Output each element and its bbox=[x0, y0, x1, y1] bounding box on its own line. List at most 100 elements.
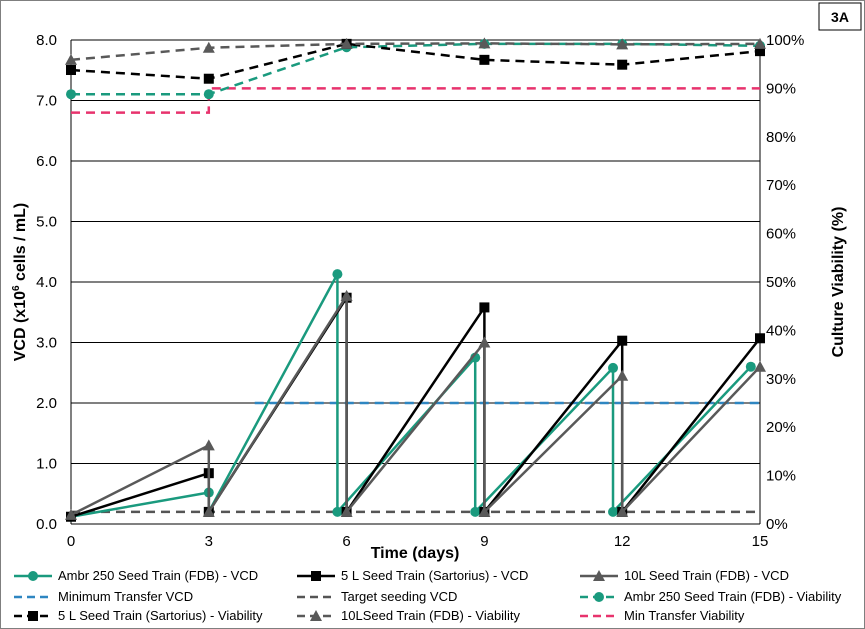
data-point bbox=[479, 302, 490, 313]
legend-item-0: Ambr 250 Seed Train (FDB) - VCD bbox=[14, 568, 258, 583]
data-point bbox=[745, 361, 756, 372]
legend-label: Target seeding VCD bbox=[341, 589, 457, 604]
legend-item-6: 5 L Seed Train (Sartorius) - Viability bbox=[14, 608, 263, 623]
series-1 bbox=[66, 292, 765, 522]
data-point bbox=[203, 73, 214, 84]
y-right-tick-label: 70% bbox=[766, 177, 796, 194]
series-line bbox=[71, 42, 761, 96]
series-2 bbox=[65, 289, 766, 520]
y-left-tick-label: 6.0 bbox=[36, 153, 57, 170]
y-right-tick-label: 60% bbox=[766, 226, 796, 243]
y-right-tick-label: 30% bbox=[766, 371, 796, 388]
legend-item-5: Ambr 250 Seed Train (FDB) - Viability bbox=[580, 589, 842, 604]
legend-swatch-marker bbox=[28, 571, 38, 581]
y-left-tick-label: 2.0 bbox=[36, 395, 57, 412]
data-point bbox=[340, 37, 353, 49]
data-point bbox=[332, 506, 343, 517]
x-tick-label: 0 bbox=[67, 533, 75, 550]
y-right-tick-label: 40% bbox=[766, 322, 796, 339]
legend-swatch-marker bbox=[311, 571, 321, 581]
y-left-tick-label: 8.0 bbox=[36, 32, 57, 49]
x-axis-title: Time (days) bbox=[371, 545, 460, 562]
data-point bbox=[616, 505, 629, 517]
legend-item-3: Minimum Transfer VCD bbox=[14, 589, 193, 604]
y-axis-right-title: Culture Viability (%) bbox=[830, 207, 847, 358]
x-tick-label: 3 bbox=[205, 533, 213, 550]
legend-label: 5 L Seed Train (Sartorius) - Viability bbox=[58, 608, 263, 623]
data-point bbox=[478, 336, 491, 348]
legend-item-8: Min Transfer Viability bbox=[580, 608, 745, 623]
y-left-tick-label: 1.0 bbox=[36, 456, 57, 473]
series-5 bbox=[66, 38, 765, 100]
legend-label: 10LSeed Train (FDB) - Viability bbox=[341, 608, 520, 623]
data-point bbox=[755, 46, 765, 57]
y-right-tick-label: 50% bbox=[766, 274, 796, 291]
legend-item-1: 5 L Seed Train (Sartorius) - VCD bbox=[297, 568, 528, 583]
legend-label: Min Transfer Viability bbox=[624, 608, 745, 623]
legend-swatch-marker bbox=[28, 611, 38, 621]
data-point bbox=[65, 508, 77, 520]
series-0 bbox=[66, 269, 756, 522]
series-line bbox=[70, 293, 761, 518]
y-left-tick-label: 7.0 bbox=[36, 93, 57, 110]
data-point bbox=[203, 89, 214, 100]
legend-label: Ambr 250 Seed Train (FDB) - Viability bbox=[624, 589, 842, 604]
series-layer bbox=[65, 37, 766, 522]
data-point bbox=[754, 37, 766, 49]
data-point bbox=[340, 289, 353, 301]
y-right-tick-label: 90% bbox=[766, 80, 796, 97]
data-point bbox=[202, 505, 215, 517]
data-point bbox=[66, 89, 76, 100]
data-point bbox=[755, 333, 765, 344]
data-point bbox=[608, 362, 619, 373]
data-point bbox=[617, 59, 628, 70]
y-left-tick-label: 5.0 bbox=[36, 214, 57, 231]
data-point bbox=[616, 38, 629, 50]
legend-item-4: Target seeding VCD bbox=[297, 589, 457, 604]
legend-label: 5 L Seed Train (Sartorius) - VCD bbox=[341, 568, 528, 583]
series-line bbox=[71, 87, 760, 114]
legend-item-2: 10L Seed Train (FDB) - VCD bbox=[580, 568, 789, 583]
series-line bbox=[70, 273, 752, 518]
x-tick-label: 15 bbox=[752, 533, 769, 550]
y-axis-left-title-rest: cells / mL) bbox=[12, 203, 29, 286]
y-left-tick-label: 3.0 bbox=[36, 335, 57, 352]
data-point bbox=[332, 269, 343, 280]
series-line bbox=[70, 42, 761, 80]
data-point bbox=[202, 41, 215, 53]
data-point bbox=[608, 506, 619, 517]
y-right-tick-label: 100% bbox=[766, 32, 804, 49]
legend: Ambr 250 Seed Train (FDB) - VCD 5 L Seed … bbox=[14, 568, 842, 623]
data-point bbox=[470, 506, 481, 517]
y-axis-left-title-superscript: 6 bbox=[11, 285, 22, 291]
data-point bbox=[202, 439, 215, 451]
data-point bbox=[754, 360, 766, 372]
y-right-tick-label: 10% bbox=[766, 468, 796, 485]
legend-label: 10L Seed Train (FDB) - VCD bbox=[624, 568, 789, 583]
data-point bbox=[617, 335, 628, 346]
legend-swatch-marker bbox=[594, 592, 604, 602]
legend-swatch-marker bbox=[310, 610, 322, 621]
data-point bbox=[66, 65, 76, 76]
panel-label: 3A bbox=[831, 9, 849, 25]
y-right-tick-label: 80% bbox=[766, 129, 796, 146]
legend-label: Minimum Transfer VCD bbox=[58, 589, 193, 604]
data-point bbox=[478, 505, 491, 517]
series-8 bbox=[71, 87, 760, 114]
series-line bbox=[70, 42, 761, 62]
axes: 0.0 1.0 2.0 3.0 4.0 5.0 6.0 7.0 8.0 0% 10% 20% 30% 40… bbox=[36, 32, 804, 550]
data-point bbox=[65, 53, 77, 65]
y-right-tick-label: 20% bbox=[766, 419, 796, 436]
data-point bbox=[616, 369, 629, 381]
legend-swatch-marker bbox=[593, 570, 605, 581]
legend-item-7: 10LSeed Train (FDB) - Viability bbox=[297, 608, 520, 623]
x-tick-label: 12 bbox=[614, 533, 631, 550]
panel-label-box bbox=[818, 2, 862, 31]
y-axis-left-title-main: VCD (x10 bbox=[12, 291, 29, 361]
y-left-tick-label: 0.0 bbox=[36, 516, 57, 533]
series-line bbox=[70, 291, 761, 517]
series-7 bbox=[65, 37, 766, 65]
y-axis-left-title: VCD (x106 cells / mL) bbox=[11, 203, 29, 362]
y-right-tick-label: 0% bbox=[766, 516, 788, 533]
